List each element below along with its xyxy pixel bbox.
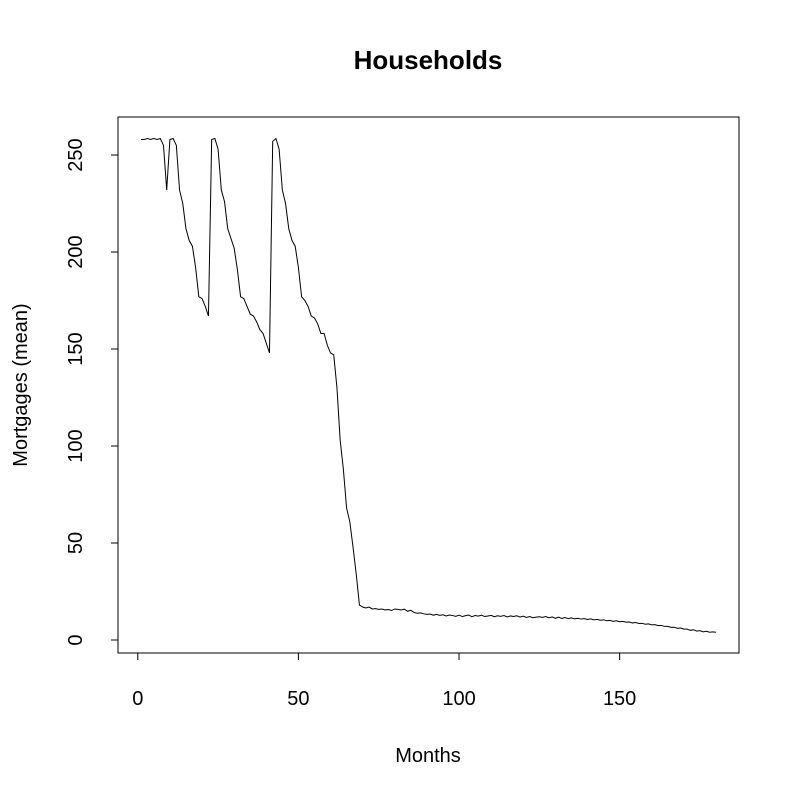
x-tick-label: 0 [132, 688, 143, 710]
y-tick-label: 100 [65, 429, 87, 462]
chart-title: Households [354, 45, 503, 75]
x-tick-label: 150 [603, 688, 636, 710]
y-tick-label: 50 [65, 532, 87, 554]
data-line [141, 137, 717, 633]
x-tick-label: 50 [287, 688, 309, 710]
plot-box [117, 116, 740, 654]
y-tick-label: 200 [65, 235, 87, 268]
y-tick-label: 250 [65, 138, 87, 171]
y-tick-label: 0 [65, 634, 87, 645]
x-tick-label: 100 [442, 688, 475, 710]
y-tick-label: 150 [65, 332, 87, 365]
x-axis-label: Months [395, 745, 461, 767]
y-axis-label: Mortgages (mean) [10, 303, 32, 466]
